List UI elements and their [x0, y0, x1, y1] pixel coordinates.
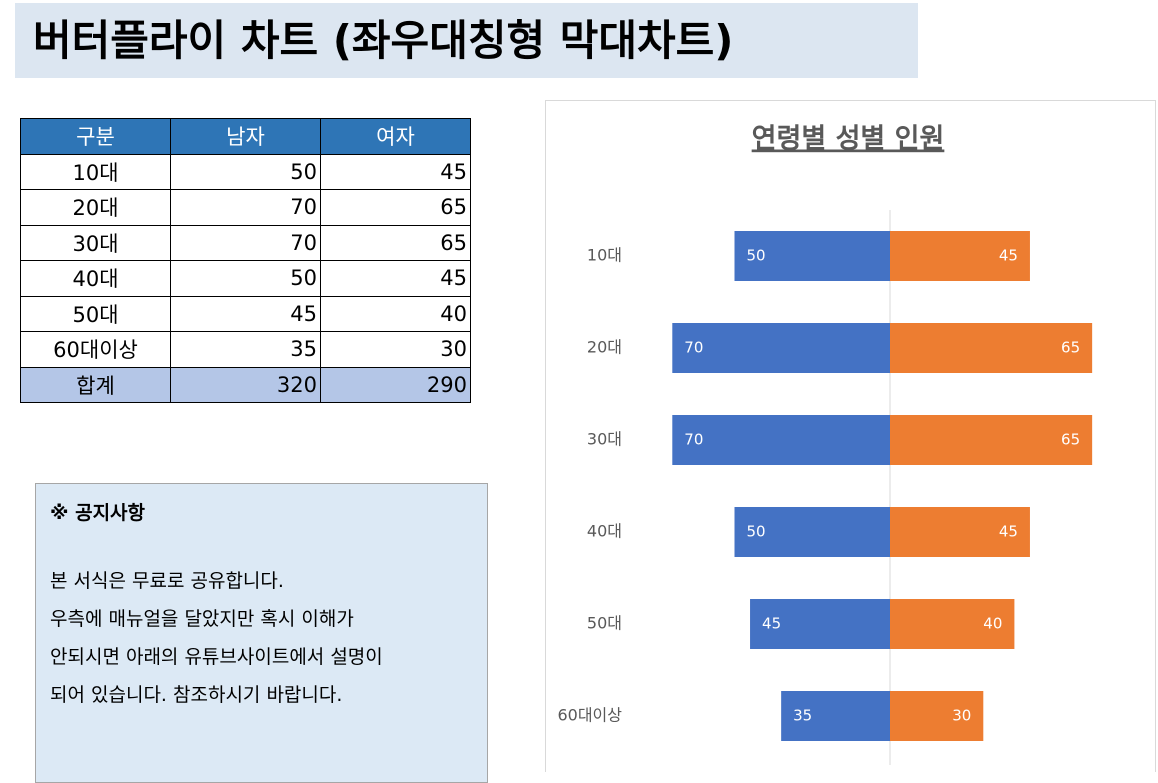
table-cell: 45 — [170, 295, 321, 332]
value-label: 35 — [793, 707, 812, 725]
value-label: 70 — [684, 339, 703, 357]
value-label: 30 — [952, 707, 971, 725]
value-label: 50 — [747, 523, 766, 541]
bar — [890, 691, 984, 741]
category-label: 60대이상 — [557, 706, 622, 725]
table-cell: 290 — [320, 366, 471, 403]
table-cell: 50대 — [20, 295, 171, 332]
bar — [890, 323, 1093, 373]
category-label: 30대 — [587, 430, 622, 449]
table-row: 30대 70 65 — [20, 224, 471, 261]
table-cell: 60대이상 — [20, 331, 171, 368]
value-label: 45 — [999, 247, 1018, 265]
table-cell: 40대 — [20, 260, 171, 297]
table-row: 10대 50 45 — [20, 153, 471, 190]
category-label: 10대 — [587, 246, 622, 265]
bar — [734, 231, 890, 281]
notice-line: 되어 있습니다. 참조하시기 바랍니다. — [50, 684, 343, 706]
table-cell: 45 — [320, 153, 471, 190]
header-cell: 남자 — [170, 118, 321, 155]
table-cell: 40 — [320, 295, 471, 332]
page-title: 버터플라이 차트 (좌우대칭형 막대차트) — [15, 3, 918, 78]
value-label: 70 — [684, 431, 703, 449]
bar — [750, 599, 890, 649]
notice-box: ※ 공지사항 본 서식은 무료로 공유합니다. 우측에 매뉴얼을 달았지만 혹시 … — [35, 483, 488, 783]
table-cell: 35 — [170, 331, 321, 368]
table-cell: 30대 — [20, 224, 171, 261]
bar — [672, 415, 890, 465]
table-row: 50대 45 40 — [20, 295, 471, 332]
table-cell: 합계 — [20, 366, 171, 403]
total-row: 합계 320 290 — [20, 366, 471, 403]
value-label: 45 — [762, 615, 781, 633]
value-label: 65 — [1061, 431, 1080, 449]
table-row: 60대이상 35 30 — [20, 331, 471, 368]
header-cell: 여자 — [320, 118, 471, 155]
table-cell: 10대 — [20, 153, 171, 190]
notice-line: 우측에 매뉴얼을 달았지만 혹시 이해가 — [50, 608, 354, 630]
table-cell: 320 — [170, 366, 321, 403]
bar — [890, 507, 1030, 557]
bar — [781, 691, 890, 741]
chart: 연령별 성별 인원 10대 50 45 20대 70 65 30대 70 65 40대 50 45 50… — [545, 100, 1156, 772]
table-cell: 30 — [320, 331, 471, 368]
table-cell: 45 — [320, 260, 471, 297]
bar — [890, 231, 1030, 281]
table-cell: 65 — [320, 224, 471, 261]
bar — [734, 507, 890, 557]
table-cell: 70 — [170, 224, 321, 261]
table-cell: 50 — [170, 153, 321, 190]
table-cell: 50 — [170, 260, 321, 297]
table-row: 40대 50 45 — [20, 260, 471, 297]
header-row: 구분 남자 여자 — [20, 118, 471, 155]
table-cell: 20대 — [20, 189, 171, 226]
notice-line: 안되시면 아래의 유튜브사이트에서 설명이 — [50, 646, 383, 668]
category-label: 20대 — [587, 338, 622, 357]
value-label: 65 — [1061, 339, 1080, 357]
table-row: 20대 70 65 — [20, 189, 471, 226]
value-label: 40 — [983, 615, 1002, 633]
chart-title: 연령별 성별 인원 — [752, 124, 945, 155]
category-label: 50대 — [587, 614, 622, 633]
value-label: 50 — [747, 247, 766, 265]
notice-line: 본 서식은 무료로 공유합니다. — [50, 570, 284, 592]
table-cell: 65 — [320, 189, 471, 226]
bar — [890, 415, 1093, 465]
table-cell: 70 — [170, 189, 321, 226]
value-label: 45 — [999, 523, 1018, 541]
notice-title: ※ 공지사항 — [50, 502, 146, 524]
header-cell: 구분 — [20, 118, 171, 155]
bar — [672, 323, 890, 373]
category-label: 40대 — [587, 522, 622, 541]
bar — [890, 599, 1015, 649]
data-table: 구분 남자 여자 10대 50 45 20대 70 65 30대 70 65 40대 50 45 50대 45 4… — [20, 118, 471, 403]
